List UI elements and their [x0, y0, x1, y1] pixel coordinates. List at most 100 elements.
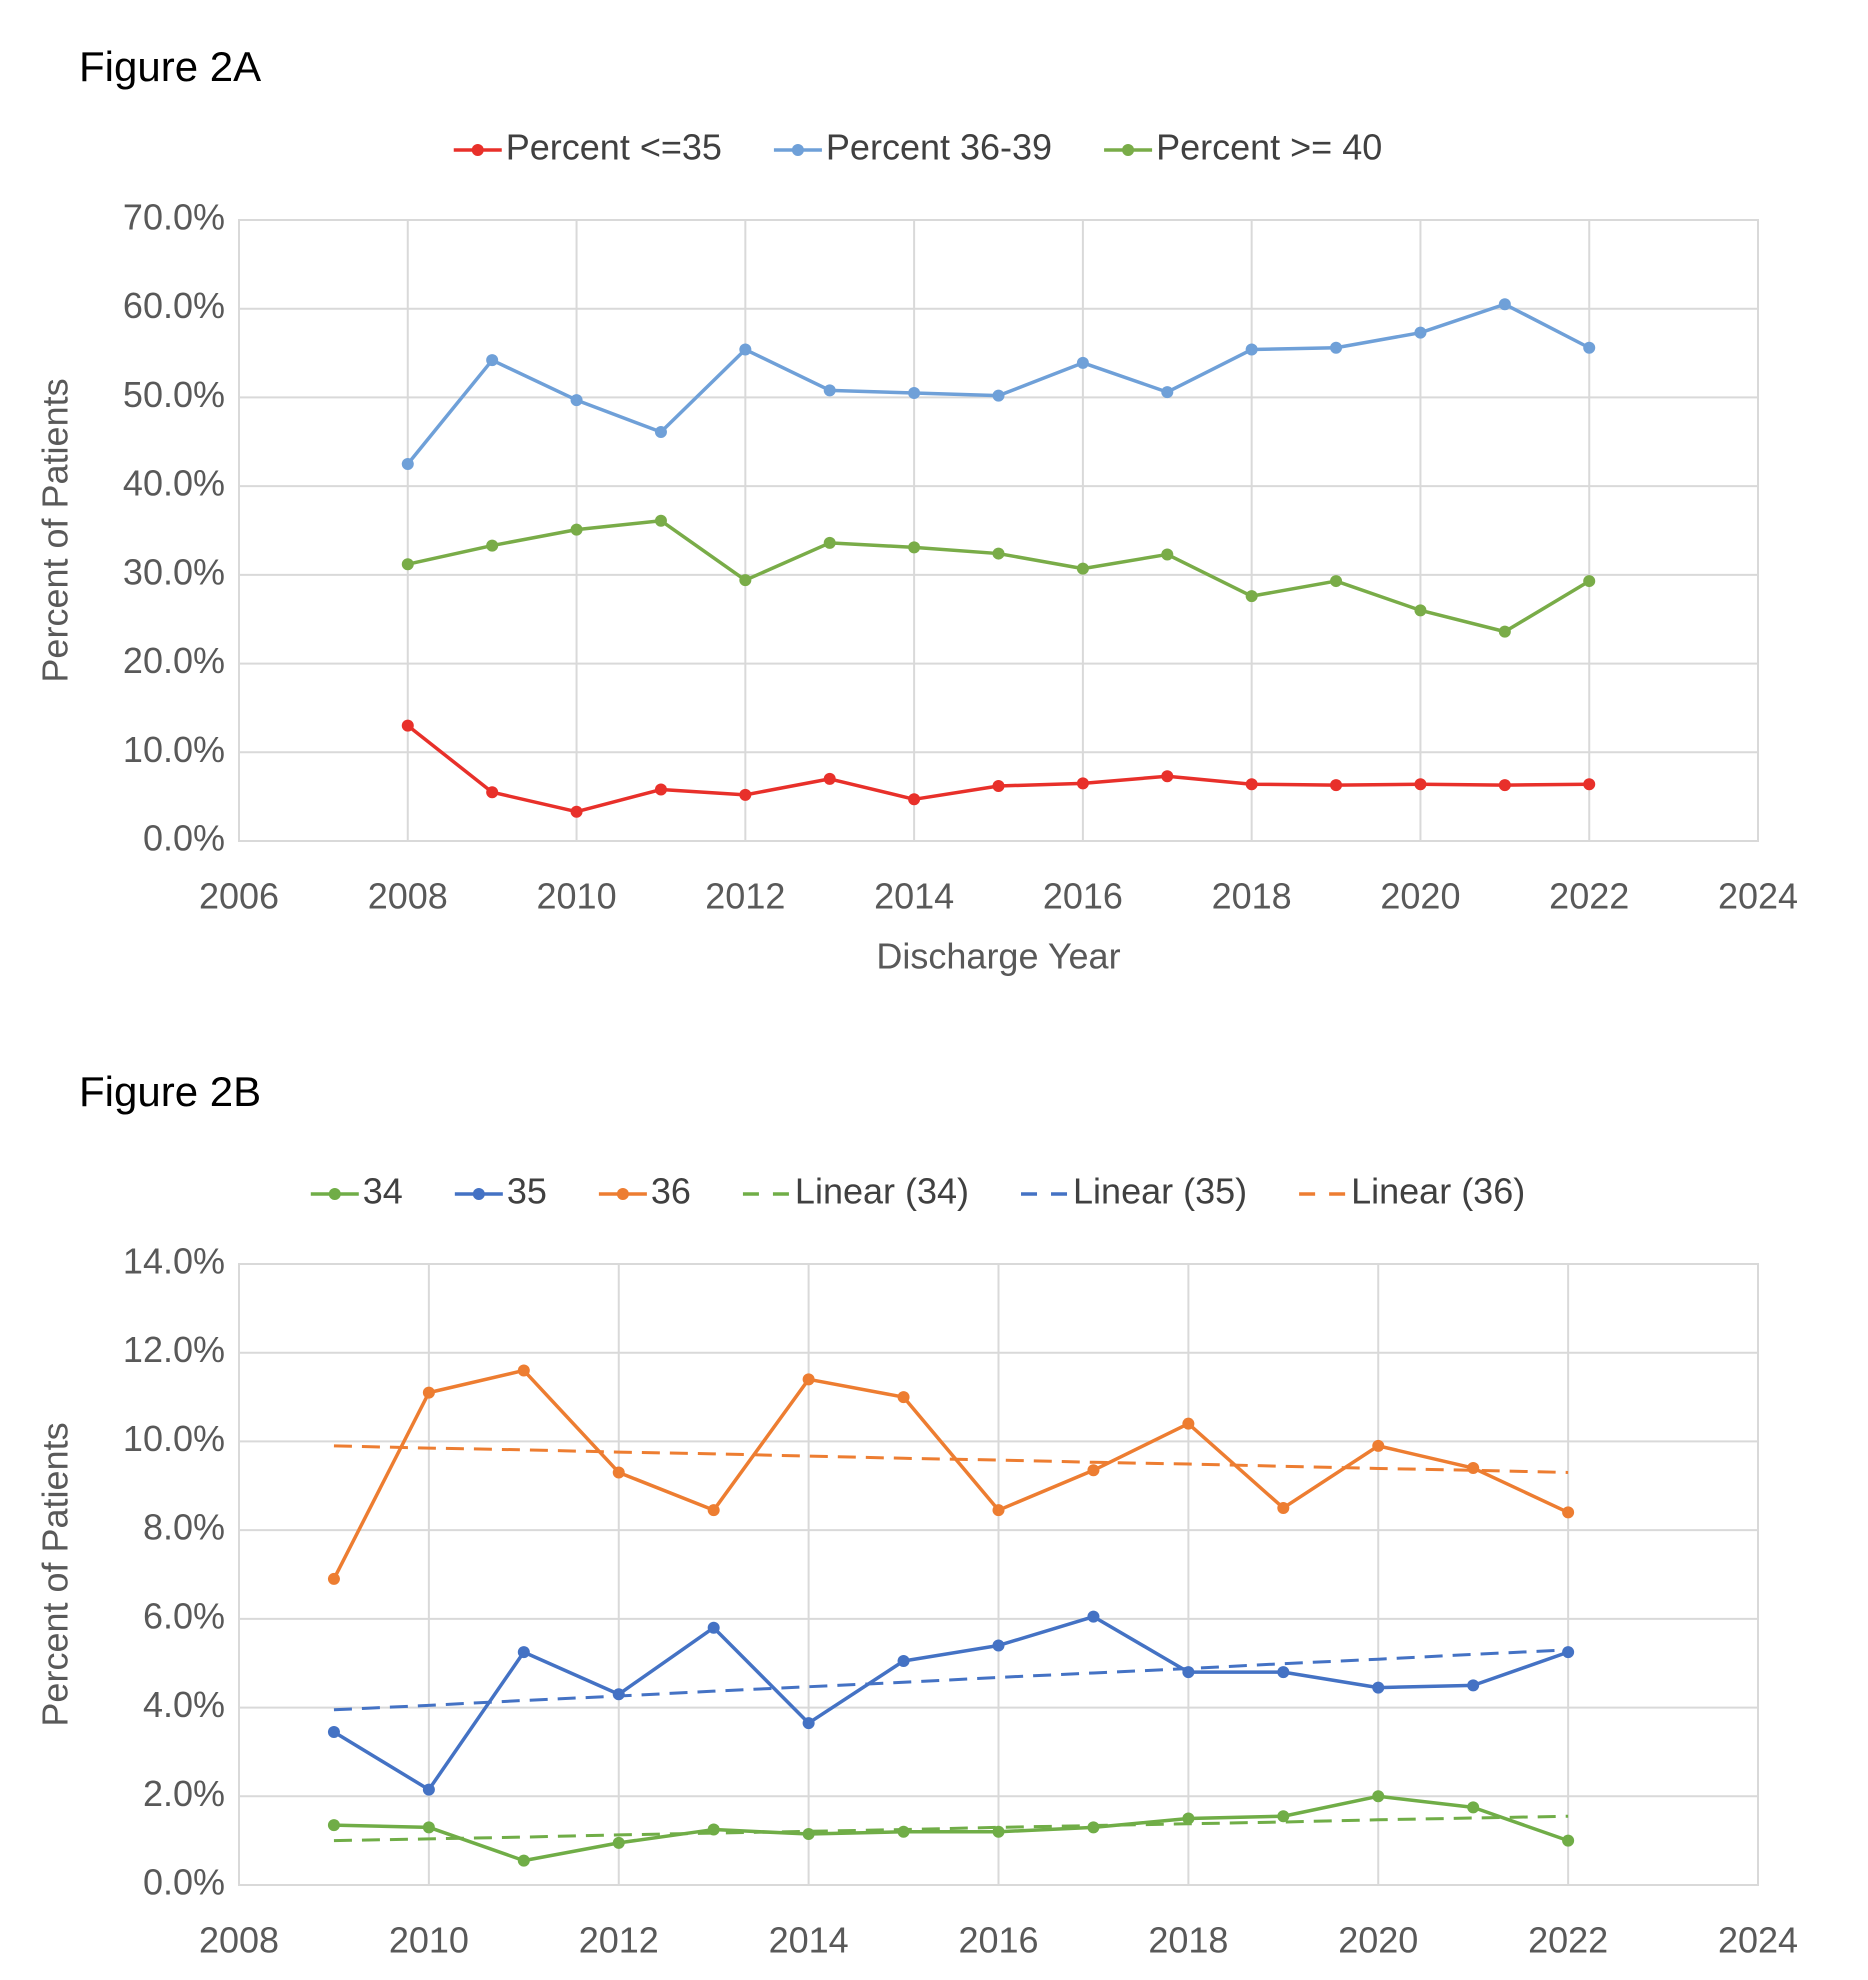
marker — [908, 541, 921, 554]
marker — [401, 719, 414, 732]
y-tick-label: 8.0% — [143, 1507, 225, 1548]
y-axis-label: Percent of Patients — [35, 1422, 76, 1726]
legend-label: Linear (34) — [795, 1171, 969, 1212]
series-line — [333, 1794, 1569, 1863]
x-tick-label: 2014 — [874, 876, 954, 917]
x-tick-label: 2018 — [1212, 876, 1292, 917]
legend-marker — [472, 1188, 485, 1200]
x-tick-label: 2006 — [199, 876, 279, 917]
marker — [739, 788, 752, 801]
marker — [1498, 779, 1511, 792]
series-line — [333, 1614, 1569, 1792]
series-line — [406, 302, 1591, 466]
x-tick-label: 2008 — [199, 1920, 279, 1961]
legend-marker — [1122, 144, 1135, 156]
marker — [1277, 1501, 1290, 1514]
y-tick-label: 4.0% — [143, 1684, 225, 1725]
marker — [422, 1386, 435, 1399]
marker — [1330, 575, 1343, 588]
marker — [992, 1504, 1005, 1517]
marker — [517, 1364, 530, 1377]
marker — [570, 523, 583, 536]
legend-label: Percent <=35 — [506, 127, 722, 168]
marker — [1562, 1506, 1575, 1519]
y-tick-label: 10.0% — [123, 1418, 225, 1459]
marker — [1245, 590, 1258, 603]
marker — [1414, 778, 1427, 791]
marker — [707, 1504, 720, 1517]
y-tick-label: 40.0% — [123, 463, 225, 504]
x-tick-label: 2020 — [1338, 1920, 1418, 1961]
marker — [908, 386, 921, 399]
x-tick-label: 2010 — [537, 876, 617, 917]
marker — [897, 1825, 910, 1838]
marker — [897, 1391, 910, 1404]
marker — [1087, 1464, 1100, 1477]
marker — [1372, 1790, 1385, 1803]
marker — [1076, 356, 1089, 369]
marker — [1087, 1610, 1100, 1623]
marker — [612, 1836, 625, 1849]
marker — [1245, 343, 1258, 356]
marker — [401, 558, 414, 571]
y-tick-label: 10.0% — [123, 729, 225, 770]
chart-title: Figure 2A — [79, 43, 261, 90]
x-tick-label: 2024 — [1718, 1920, 1798, 1961]
marker — [1161, 386, 1174, 399]
marker — [1414, 604, 1427, 617]
marker — [1372, 1681, 1385, 1694]
marker — [486, 539, 499, 552]
marker — [992, 779, 1005, 792]
legend-marker — [616, 1188, 629, 1200]
trend-line — [333, 1814, 1569, 1843]
trend-line — [333, 1444, 1569, 1474]
y-tick-label: 6.0% — [143, 1595, 225, 1636]
legend-label: 34 — [363, 1171, 403, 1212]
marker — [422, 1821, 435, 1834]
y-tick-label: 0.0% — [143, 1862, 225, 1903]
marker — [992, 389, 1005, 402]
marker — [327, 1819, 340, 1832]
marker — [1467, 1462, 1480, 1475]
marker — [1498, 298, 1511, 311]
x-tick-label: 2014 — [769, 1920, 849, 1961]
x-tick-label: 2016 — [1043, 876, 1123, 917]
marker — [570, 394, 583, 407]
marker — [327, 1572, 340, 1585]
y-tick-label: 0.0% — [143, 818, 225, 859]
legend-label: Linear (35) — [1073, 1171, 1247, 1212]
marker — [908, 793, 921, 806]
legend-marker — [328, 1188, 341, 1200]
marker — [1087, 1821, 1100, 1834]
legend-label: 36 — [651, 1171, 691, 1212]
marker — [802, 1373, 815, 1386]
marker — [1330, 341, 1343, 354]
marker — [327, 1725, 340, 1738]
marker — [1562, 1834, 1575, 1847]
marker — [992, 1639, 1005, 1652]
y-tick-label: 70.0% — [123, 197, 225, 238]
x-tick-label: 2012 — [579, 1920, 659, 1961]
x-tick-label: 2016 — [958, 1920, 1038, 1961]
y-tick-label: 20.0% — [123, 640, 225, 681]
marker — [486, 354, 499, 367]
marker — [739, 343, 752, 356]
marker — [707, 1621, 720, 1634]
marker — [1161, 770, 1174, 783]
marker — [486, 786, 499, 799]
marker — [802, 1717, 815, 1730]
marker — [401, 457, 414, 470]
marker — [1182, 1417, 1195, 1430]
marker — [1583, 341, 1596, 354]
marker — [739, 574, 752, 587]
marker — [1277, 1810, 1290, 1823]
marker — [612, 1688, 625, 1701]
marker — [823, 536, 836, 549]
marker — [1583, 575, 1596, 588]
marker — [654, 783, 667, 796]
marker — [570, 805, 583, 818]
legend-label: 35 — [507, 1171, 547, 1212]
plot-border — [238, 1263, 1759, 1886]
